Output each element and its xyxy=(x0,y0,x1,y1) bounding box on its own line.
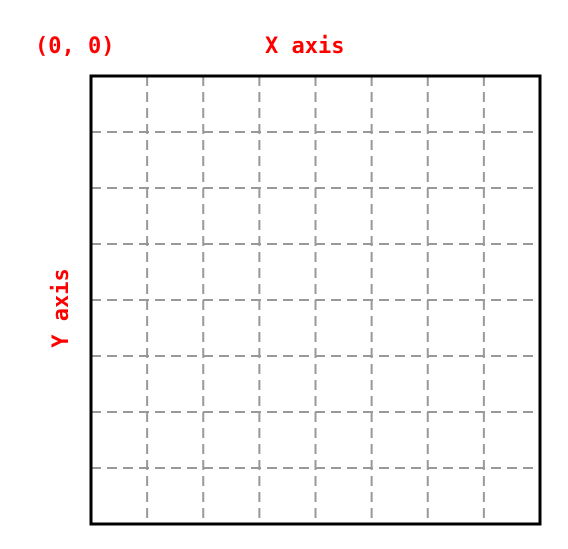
origin-label: (0, 0) xyxy=(35,34,115,59)
x-axis-label: X axis xyxy=(265,34,345,59)
grid-border xyxy=(89,74,542,526)
grid-lines xyxy=(91,76,540,524)
